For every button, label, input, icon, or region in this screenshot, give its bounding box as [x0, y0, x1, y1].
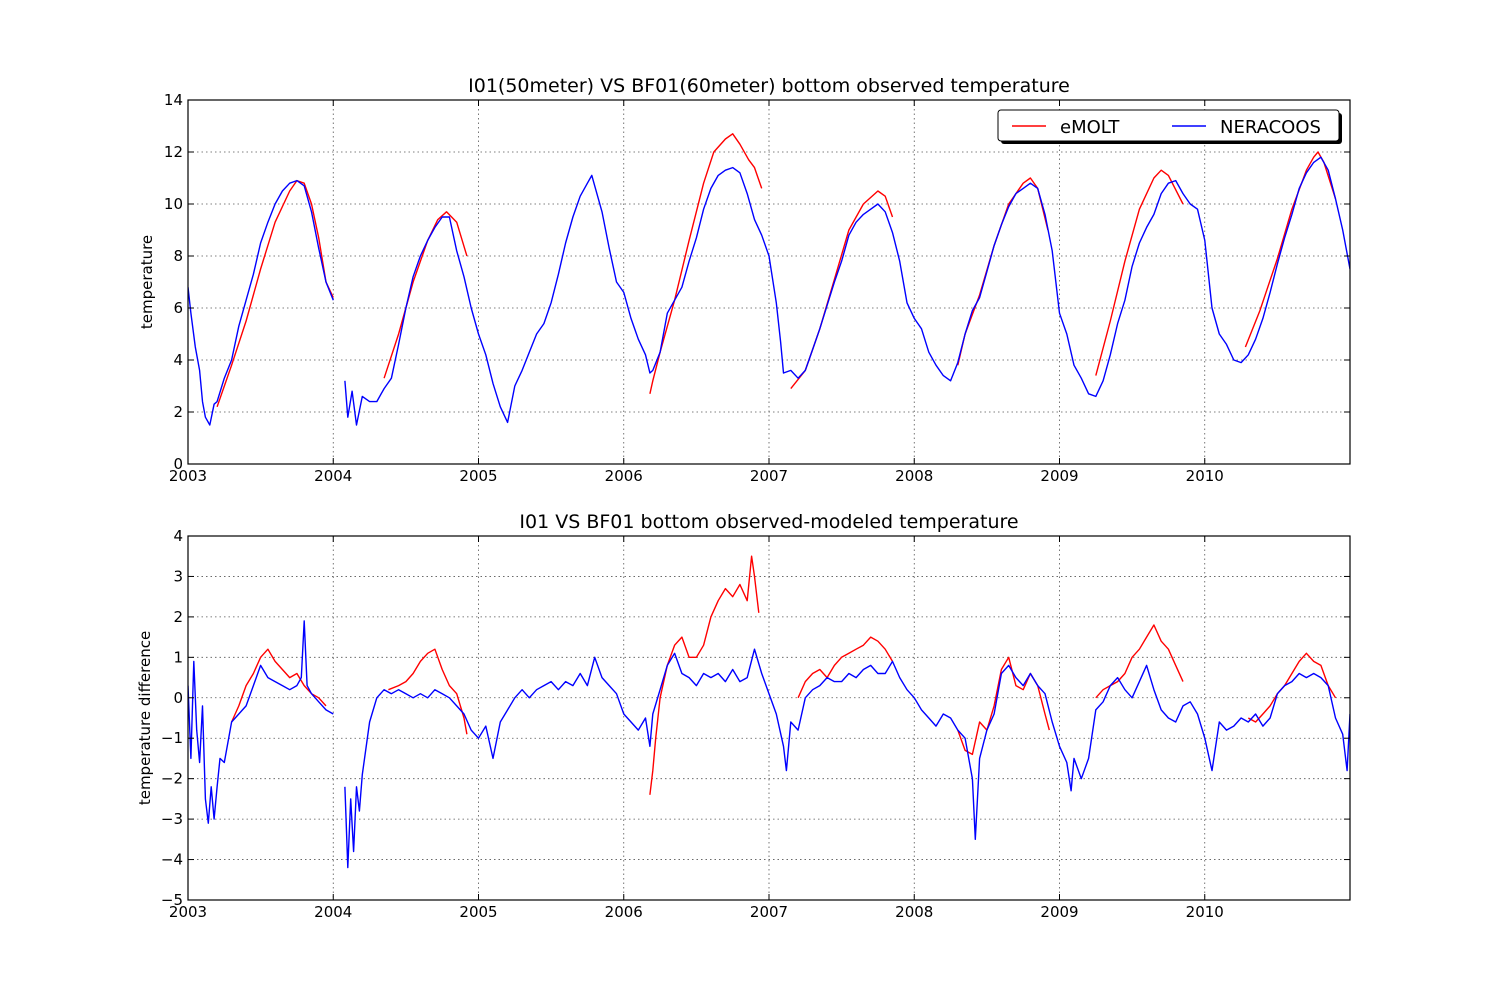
bottom-series-line-emolt — [797, 636, 894, 699]
top-y-tick-label: 12 — [164, 143, 183, 161]
bottom-x-tick-label: 2010 — [1186, 903, 1224, 921]
bottom-y-tick-label: −5 — [161, 891, 183, 909]
top-panel: I01(50meter) VS BF01(60meter) bottom obs… — [138, 75, 1351, 485]
legend-label-neracoos: NERACOOS — [1220, 117, 1321, 138]
top-y-tick-label: 6 — [173, 299, 183, 317]
top-y-tick-label: 2 — [173, 403, 183, 421]
bottom-series-area — [188, 555, 1350, 869]
bottom-y-tick-label: −4 — [161, 851, 183, 869]
legend: eMOLT NERACOOS — [997, 109, 1342, 144]
legend-box — [997, 109, 1340, 142]
top-grid — [188, 100, 1350, 464]
bottom-x-tick-label: 2007 — [750, 903, 788, 921]
top-x-tick-label: 2008 — [895, 467, 933, 485]
top-series-line-emolt — [216, 179, 334, 408]
bottom-series-line-emolt — [388, 648, 468, 735]
top-x-tick-label: 2010 — [1186, 467, 1224, 485]
bottom-y-tick-label: −2 — [161, 770, 183, 788]
top-series — [188, 133, 1350, 426]
bottom-x-tick-label: 2004 — [314, 903, 352, 921]
bottom-x-tick-label: 2006 — [605, 903, 643, 921]
legend-label-emolt: eMOLT — [1060, 117, 1120, 138]
bottom-y-tick-label: −3 — [161, 810, 183, 828]
top-ticks: 2003 2004 2005 2006 2007 2008 2009 2010 0 2 4 6 8 10 1… — [164, 91, 1350, 485]
bottom-series — [188, 555, 1350, 869]
top-y-tick-label: 14 — [164, 91, 183, 109]
bottom-y-tick-label: 0 — [173, 689, 183, 707]
bottom-y-tick-label: 4 — [173, 527, 183, 545]
top-x-tick-label: 2007 — [750, 467, 788, 485]
top-series-line-neracoos — [344, 156, 1350, 426]
top-x-tick-label: 2009 — [1040, 467, 1078, 485]
top-y-axis-label: temperature — [138, 235, 156, 329]
bottom-x-tick-label: 2003 — [169, 903, 207, 921]
top-y-tick-label: 8 — [173, 247, 183, 265]
bottom-series-line-neracoos — [344, 648, 1350, 869]
bottom-y-tick-label: 2 — [173, 608, 183, 626]
top-series-line-neracoos — [188, 179, 334, 426]
top-x-tick-label: 2003 — [169, 467, 207, 485]
bottom-series-line-emolt — [1247, 652, 1337, 723]
top-y-tick-label: 10 — [164, 195, 183, 213]
top-series-line-emolt — [1095, 169, 1184, 376]
top-chart-title: I01(50meter) VS BF01(60meter) bottom obs… — [468, 75, 1070, 97]
top-series-line-emolt — [957, 177, 1049, 366]
top-y-tick-label: 4 — [173, 351, 183, 369]
top-x-tick-label: 2006 — [605, 467, 643, 485]
bottom-ticks: 2003 2004 2005 2006 2007 2008 2009 2010 −5 −4 −3 −2… — [161, 527, 1350, 921]
bottom-y-tick-label: 1 — [173, 648, 183, 666]
top-y-tick-label: 0 — [173, 455, 183, 473]
bottom-chart-title: I01 VS BF01 bottom observed-modeled temp… — [519, 511, 1018, 533]
bottom-y-tick-label: 3 — [173, 567, 183, 585]
bottom-series-line-neracoos — [188, 620, 334, 824]
top-x-tick-label: 2005 — [459, 467, 497, 485]
bottom-x-tick-label: 2005 — [459, 903, 497, 921]
bottom-x-tick-label: 2009 — [1040, 903, 1078, 921]
bottom-y-axis-label: temperature difference — [136, 631, 154, 805]
bottom-y-tick-label: −1 — [161, 729, 183, 747]
bottom-series-line-emolt — [649, 555, 760, 795]
bottom-panel: I01 VS BF01 bottom observed-modeled temp… — [136, 511, 1351, 921]
bottom-x-tick-label: 2008 — [895, 903, 933, 921]
top-series-area — [188, 133, 1350, 426]
top-x-tick-label: 2004 — [314, 467, 352, 485]
